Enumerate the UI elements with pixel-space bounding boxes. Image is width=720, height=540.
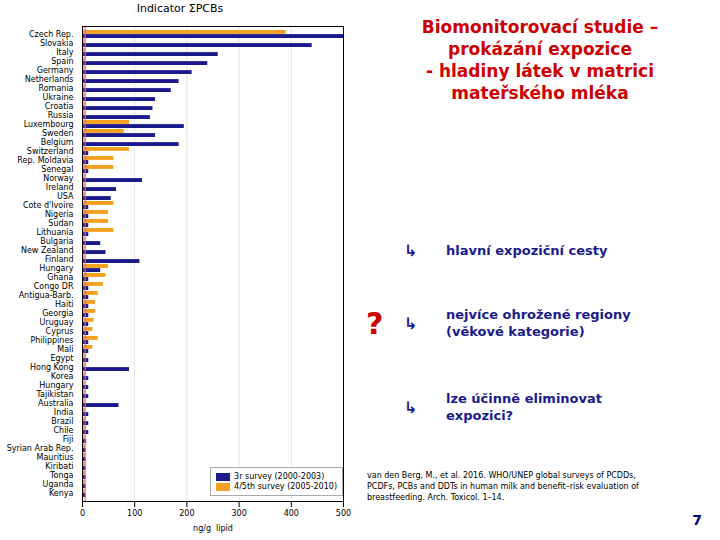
- svg-text:Uruguay: Uruguay: [40, 318, 74, 327]
- svg-text:Switzerland: Switzerland: [27, 147, 74, 156]
- svg-text:Congo DR: Congo DR: [34, 282, 74, 291]
- svg-text:Ireland: Ireland: [46, 183, 74, 192]
- svg-text:100: 100: [127, 509, 142, 518]
- svg-text:Cyprus: Cyprus: [46, 327, 74, 336]
- svg-text:Mali: Mali: [57, 345, 73, 354]
- svg-text:India: India: [54, 408, 74, 417]
- html-text:nejvíce ohrožené regiony (věko: nejvíce ohrožené regiony (věkové kategor…: [446, 307, 631, 339]
- svg-text:Nigeria: Nigeria: [45, 210, 74, 219]
- svg-text:Fiji: Fiji: [63, 435, 74, 444]
- svg-text:500: 500: [336, 509, 351, 518]
- svg-text:Uganda: Uganda: [43, 480, 74, 489]
- svg-text:300: 300: [231, 509, 246, 518]
- svg-text:Russia: Russia: [48, 111, 74, 120]
- svg-text:Croatia: Croatia: [45, 102, 74, 111]
- html-text:lze účinně eliminovat expozici: lze účinně eliminovat expozici?: [446, 391, 602, 423]
- svg-text:Belgium: Belgium: [41, 138, 74, 147]
- html-text:Indicator ΣPCBs: Indicator ΣPCBs: [136, 2, 224, 15]
- svg-text:Romania: Romania: [39, 84, 74, 93]
- svg-text:Ghana: Ghana: [47, 273, 73, 282]
- svg-text:Luxembourg: Luxembourg: [24, 120, 74, 129]
- svg-text:Ukraine: Ukraine: [43, 93, 74, 102]
- html-text:3r survey (2000-2003): 3r survey (2000-2003): [234, 472, 325, 481]
- svg-text:Lithuania: Lithuania: [36, 228, 73, 237]
- svg-text:Egypt: Egypt: [50, 354, 73, 363]
- svg-text:Hungary: Hungary: [39, 381, 73, 390]
- svg-text:Czech Rep.: Czech Rep.: [29, 30, 73, 39]
- svg-text:Kenya: Kenya: [49, 489, 74, 498]
- svg-text:Spain: Spain: [51, 57, 73, 66]
- svg-text:400: 400: [284, 509, 299, 518]
- svg-text:Hungary: Hungary: [39, 264, 73, 273]
- svg-text:Finland: Finland: [45, 255, 74, 264]
- svg-text:ng/g lipid: ng/g lipid: [193, 524, 233, 533]
- svg-text:Tonga: Tonga: [49, 471, 74, 480]
- svg-text:Chile: Chile: [53, 426, 73, 435]
- svg-text:Brazil: Brazil: [51, 417, 73, 426]
- svg-text:Georgia: Georgia: [42, 309, 73, 318]
- svg-text:Tajikistan: Tajikistan: [35, 390, 73, 399]
- svg-text:Hong Kong: Hong Kong: [30, 363, 74, 372]
- svg-text:Germany: Germany: [37, 66, 74, 75]
- svg-text:Slovakia: Slovakia: [40, 39, 74, 48]
- html-text:Biomonitorovací studie – proká: Biomonitorovací studie – prokázání expoz…: [421, 17, 659, 104]
- svg-text:Mauritius: Mauritius: [37, 453, 74, 462]
- svg-text:Syrian Arab Rep.: Syrian Arab Rep.: [7, 444, 74, 453]
- svg-text:0: 0: [80, 509, 85, 518]
- svg-text:Italy: Italy: [56, 48, 74, 57]
- svg-text:Cote d'Ivoire: Cote d'Ivoire: [23, 201, 74, 210]
- svg-text:Korea: Korea: [51, 372, 74, 381]
- svg-text:New Zealand: New Zealand: [21, 246, 74, 255]
- html-text:van den Berg, M., et al. 2016.: van den Berg, M., et al. 2016. WHO/UNEP …: [367, 471, 639, 503]
- svg-text:Rep. Moldavia: Rep. Moldavia: [17, 156, 73, 165]
- html-text:4/5th survey (2005-2010): 4/5th survey (2005-2010): [234, 482, 337, 491]
- svg-text:Australia: Australia: [38, 399, 73, 408]
- svg-text:Sudan: Sudan: [48, 219, 73, 228]
- html-text:hlavní expoziční cesty: hlavní expoziční cesty: [446, 243, 608, 259]
- svg-text:Senegal: Senegal: [41, 165, 73, 174]
- svg-text:200: 200: [179, 509, 194, 518]
- svg-text:Antigua-Barb.: Antigua-Barb.: [19, 291, 74, 300]
- svg-text:Norway: Norway: [43, 174, 74, 183]
- html-text:7: 7: [692, 512, 702, 529]
- svg-text:Haiti: Haiti: [55, 300, 74, 309]
- svg-text:Kiribati: Kiribati: [45, 462, 73, 471]
- svg-text:USA: USA: [57, 192, 74, 201]
- svg-text:Netherlands: Netherlands: [25, 75, 74, 84]
- svg-text:Sweden: Sweden: [42, 129, 74, 138]
- svg-text:Philippines: Philippines: [30, 336, 73, 345]
- svg-text:Bulgaria: Bulgaria: [40, 237, 73, 246]
